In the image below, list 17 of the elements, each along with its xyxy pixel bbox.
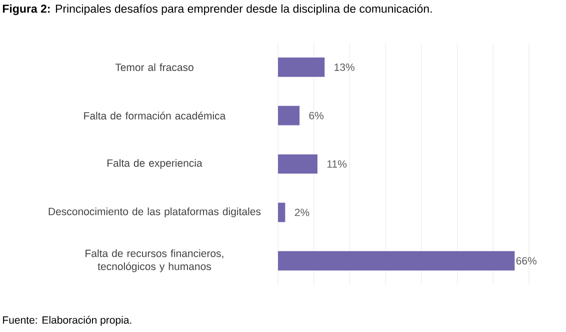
- bar: [278, 106, 300, 126]
- bar: [278, 202, 286, 222]
- y-tick-label: Desconocimiento de las plataformas digitales: [48, 208, 261, 218]
- y-tick-label: Falta de formación académica: [84, 112, 226, 120]
- y-tick-label: Falta de experiencia: [107, 159, 202, 169]
- bar: [278, 251, 515, 270]
- data-label: 13%: [334, 63, 354, 71]
- chart-title: Figura 2: Principales desafíos para emprender desde la disciplina de comunicación.: [2, 4, 432, 16]
- data-label: 11%: [327, 160, 347, 168]
- y-tick-label: Temor al fracaso: [115, 63, 194, 72]
- data-label: 66%: [516, 257, 536, 265]
- bar: [278, 154, 318, 174]
- y-tick-label: Falta de recursos financieros, tecnológicos y humanos: [86, 249, 224, 272]
- data-label: 6%: [309, 112, 324, 120]
- source-note: Fuente: Elaboración propia.: [3, 316, 132, 326]
- data-label: 2%: [294, 208, 310, 216]
- bar: [278, 58, 325, 77]
